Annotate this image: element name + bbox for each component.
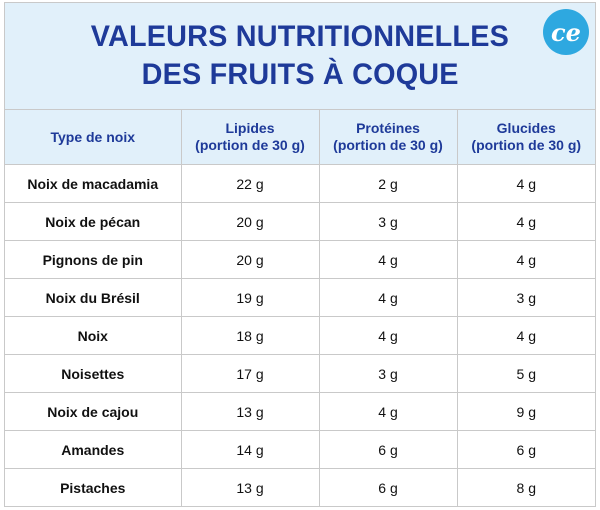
nut-name-cell: Noix de pécan <box>5 202 182 241</box>
nut-name-cell: Pignons de pin <box>5 240 182 279</box>
glucides-cell: 5 g <box>456 354 595 393</box>
lipides-cell: 13 g <box>180 392 320 431</box>
column-header-label: Glucides <box>496 120 556 136</box>
nutrition-card: VALEURS NUTRITIONNELLES DES FRUITS À COQ… <box>4 2 596 507</box>
proteines-cell: 3 g <box>318 354 458 393</box>
glucides-cell: 8 g <box>456 468 595 506</box>
lipides-cell: 20 g <box>180 240 320 279</box>
glucides-cell: 4 g <box>456 316 595 355</box>
page-title-line-2: DES FRUITS À COQUE <box>141 58 459 91</box>
table-row: Noix 18 g 4 g 4 g <box>5 316 595 355</box>
brand-logo-icon: ce <box>543 9 589 55</box>
column-header-lipides: Lipides (portion de 30 g) <box>180 110 320 165</box>
nut-name-cell: Amandes <box>5 430 182 469</box>
table-row: Pistaches 13 g 6 g 8 g <box>5 468 595 506</box>
table-row: Noix de cajou 13 g 4 g 9 g <box>5 392 595 431</box>
nut-name-cell: Noix de macadamia <box>5 164 182 203</box>
glucides-cell: 4 g <box>456 164 595 203</box>
table-row: Amandes 14 g 6 g 6 g <box>5 430 595 469</box>
column-header-sublabel: (portion de 30 g) <box>471 137 582 153</box>
proteines-cell: 4 g <box>318 240 458 279</box>
column-header-proteines: Protéines (portion de 30 g) <box>318 110 458 165</box>
column-header-label: Protéines <box>356 120 420 136</box>
lipides-cell: 20 g <box>180 202 320 241</box>
nut-name-cell: Noix de cajou <box>5 392 182 431</box>
column-header-sublabel: (portion de 30 g) <box>195 137 305 153</box>
column-header-sublabel: (portion de 30 g) <box>333 137 443 153</box>
table-row: Noix du Brésil 19 g 4 g 3 g <box>5 278 595 317</box>
proteines-cell: 6 g <box>318 430 458 469</box>
table-row: Noix de macadamia 22 g 2 g 4 g <box>5 164 595 203</box>
lipides-cell: 18 g <box>180 316 320 355</box>
nut-name-cell: Noisettes <box>5 354 182 393</box>
lipides-cell: 17 g <box>180 354 320 393</box>
nut-name-cell: Noix <box>5 316 182 355</box>
proteines-cell: 3 g <box>318 202 458 241</box>
lipides-cell: 22 g <box>180 164 320 203</box>
table-row: Noix de pécan 20 g 3 g 4 g <box>5 202 595 241</box>
title-banner: VALEURS NUTRITIONNELLES DES FRUITS À COQ… <box>5 3 595 110</box>
glucides-cell: 3 g <box>456 278 595 317</box>
page-title-line-1: VALEURS NUTRITIONNELLES <box>90 20 510 53</box>
nut-name-cell: Pistaches <box>5 468 182 506</box>
proteines-cell: 2 g <box>318 164 458 203</box>
table-row: Noisettes 17 g 3 g 5 g <box>5 354 595 393</box>
column-header-label: Lipides <box>225 120 275 136</box>
lipides-cell: 13 g <box>180 468 320 506</box>
glucides-cell: 9 g <box>456 392 595 431</box>
column-header-type: Type de noix <box>5 110 182 165</box>
proteines-cell: 6 g <box>318 468 458 506</box>
lipides-cell: 19 g <box>180 278 320 317</box>
nut-name-cell: Noix du Brésil <box>5 278 182 317</box>
column-header-label: Type de noix <box>50 128 136 145</box>
glucides-cell: 6 g <box>456 430 595 469</box>
glucides-cell: 4 g <box>456 240 595 279</box>
table-header-row: Type de noix Lipides (portion de 30 g) P… <box>5 110 595 165</box>
glucides-cell: 4 g <box>456 202 595 241</box>
proteines-cell: 4 g <box>318 316 458 355</box>
column-header-glucides: Glucides (portion de 30 g) <box>456 110 595 165</box>
nutrition-table: Type de noix Lipides (portion de 30 g) P… <box>5 110 595 506</box>
table-row: Pignons de pin 20 g 4 g 4 g <box>5 240 595 279</box>
proteines-cell: 4 g <box>318 278 458 317</box>
proteines-cell: 4 g <box>318 392 458 431</box>
lipides-cell: 14 g <box>180 430 320 469</box>
